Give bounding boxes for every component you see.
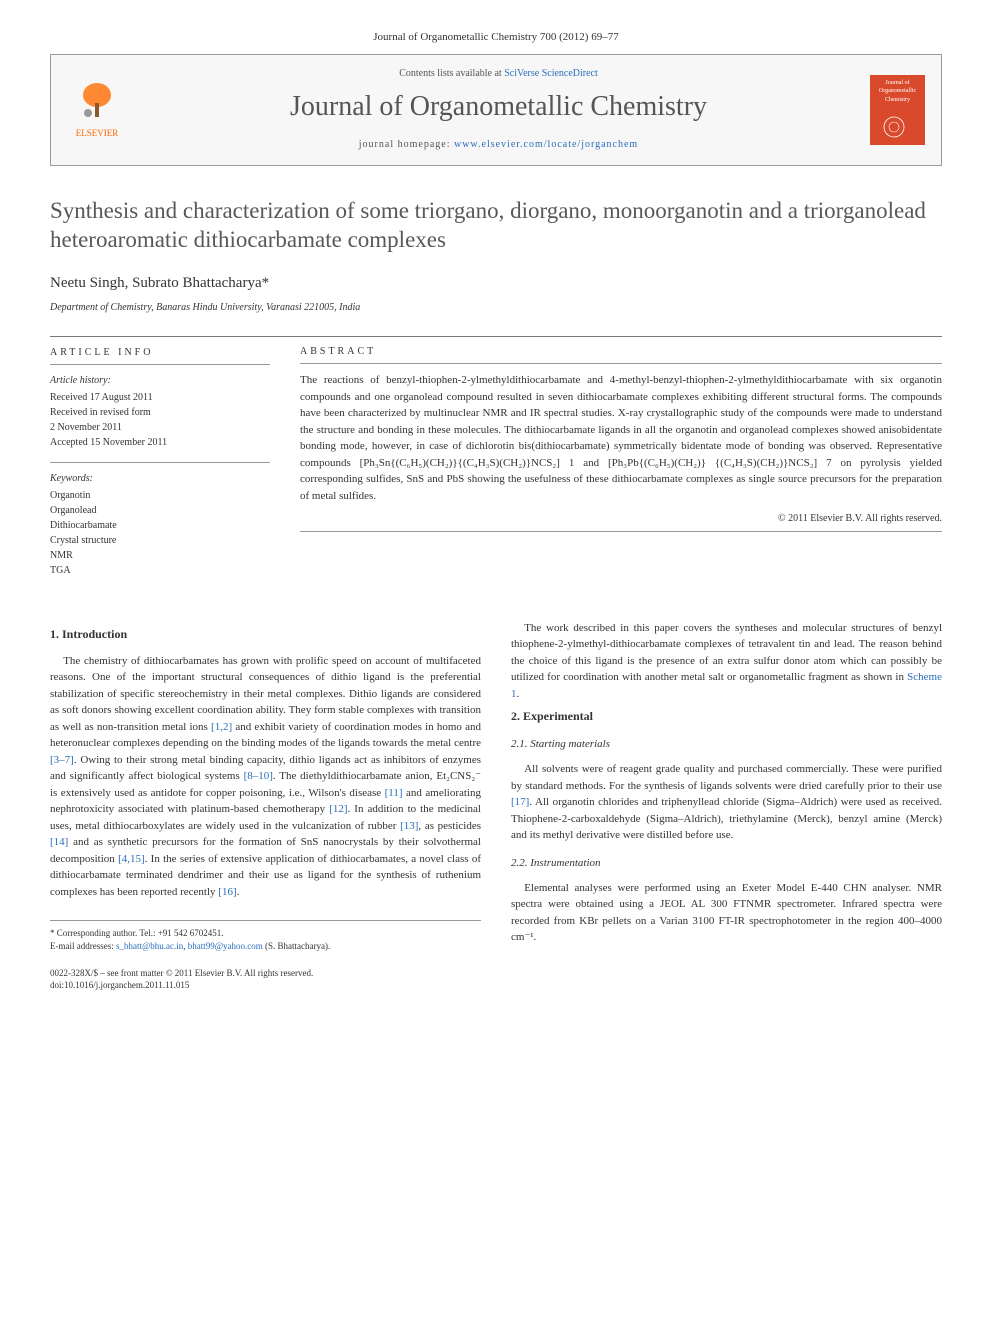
instrumentation-text: Elemental analyses were performed using … — [511, 880, 942, 946]
journal-cover-thumbnail: Journal of Organometallic Chemistry — [870, 75, 925, 145]
divider — [50, 336, 942, 337]
abstract-text: The reactions of benzyl-thiophen-2-ylmet… — [300, 372, 942, 504]
article-info-label: ARTICLE INFO — [50, 345, 270, 360]
history-item: Accepted 15 November 2011 — [50, 435, 270, 450]
intro-paragraph-2: The work described in this paper covers … — [511, 620, 942, 703]
info-divider — [300, 531, 942, 532]
publisher-name: ELSEVIER — [76, 127, 119, 140]
email-link[interactable]: s_bhatt@bhu.ac.in — [116, 941, 183, 951]
email-suffix: (S. Bhattacharya). — [263, 941, 330, 951]
homepage-line: journal homepage: www.elsevier.com/locat… — [143, 138, 854, 153]
affiliation: Department of Chemistry, Banaras Hindu U… — [50, 301, 942, 316]
body-columns: 1. Introduction The chemistry of dithioc… — [50, 620, 942, 992]
email-link[interactable]: bhatt99@yahoo.com — [188, 941, 263, 951]
history-item: Received in revised form — [50, 405, 270, 420]
keywords-block: Keywords: Organotin Organolead Dithiocar… — [50, 471, 270, 578]
info-abstract-row: ARTICLE INFO Article history: Received 1… — [50, 345, 942, 590]
sciencedirect-link[interactable]: SciVerse ScienceDirect — [504, 68, 598, 79]
experimental-heading: 2. Experimental — [511, 708, 942, 725]
journal-reference: Journal of Organometallic Chemistry 700 … — [50, 30, 942, 46]
left-column: 1. Introduction The chemistry of dithioc… — [50, 620, 481, 992]
header-center: Contents lists available at SciVerse Sci… — [127, 67, 870, 153]
history-item: 2 November 2011 — [50, 420, 270, 435]
journal-name: Journal of Organometallic Chemistry — [143, 87, 854, 128]
corr-tel: * Corresponding author. Tel.: +91 542 67… — [50, 927, 481, 940]
keyword: NMR — [50, 548, 270, 563]
starting-materials-heading: 2.1. Starting materials — [511, 737, 942, 753]
history-label: Article history: — [50, 373, 270, 388]
contents-line: Contents lists available at SciVerse Sci… — [143, 67, 854, 82]
keyword: Organolead — [50, 503, 270, 518]
starting-materials-text: All solvents were of reagent grade quali… — [511, 761, 942, 844]
article-info-block: ARTICLE INFO Article history: Received 1… — [50, 345, 270, 590]
right-column: The work described in this paper covers … — [511, 620, 942, 992]
homepage-prefix: journal homepage: — [359, 139, 454, 150]
issn-line: 0022-328X/$ – see front matter © 2011 El… — [50, 967, 481, 980]
keyword: TGA — [50, 563, 270, 578]
article-title: Synthesis and characterization of some t… — [50, 196, 942, 256]
intro-heading: 1. Introduction — [50, 626, 481, 643]
journal-header: ELSEVIER Contents lists available at Sci… — [50, 54, 942, 166]
info-divider — [50, 462, 270, 463]
email-label: E-mail addresses: — [50, 941, 116, 951]
contents-prefix: Contents lists available at — [399, 68, 504, 79]
keyword: Crystal structure — [50, 533, 270, 548]
history-item: Received 17 August 2011 — [50, 390, 270, 405]
history-block: Article history: Received 17 August 2011… — [50, 373, 270, 450]
doi-line: doi:10.1016/j.jorganchem.2011.11.015 — [50, 979, 481, 992]
bottom-meta: 0022-328X/$ – see front matter © 2011 El… — [50, 967, 481, 992]
corr-emails: E-mail addresses: s_bhatt@bhu.ac.in, bha… — [50, 940, 481, 953]
abstract-copyright: © 2011 Elsevier B.V. All rights reserved… — [300, 512, 942, 527]
keyword: Dithiocarbamate — [50, 518, 270, 533]
info-divider — [300, 363, 942, 364]
cover-graphic-icon — [874, 113, 914, 141]
abstract-label: ABSTRACT — [300, 345, 942, 360]
corresponding-author-note: * Corresponding author. Tel.: +91 542 67… — [50, 920, 481, 952]
info-divider — [50, 364, 270, 365]
keywords-label: Keywords: — [50, 471, 270, 486]
author-list: Neetu Singh, Subrato Bhattacharya* — [50, 273, 942, 295]
keyword: Organotin — [50, 488, 270, 503]
intro-paragraph: The chemistry of dithiocarbamates has gr… — [50, 653, 481, 901]
instrumentation-heading: 2.2. Instrumentation — [511, 856, 942, 872]
cover-title: Journal of Organometallic Chemistry — [874, 79, 921, 105]
abstract-block: ABSTRACT The reactions of benzyl-thiophe… — [300, 345, 942, 590]
elsevier-tree-icon — [75, 79, 119, 127]
homepage-link[interactable]: www.elsevier.com/locate/jorganchem — [454, 139, 638, 150]
publisher-logo: ELSEVIER — [67, 75, 127, 145]
